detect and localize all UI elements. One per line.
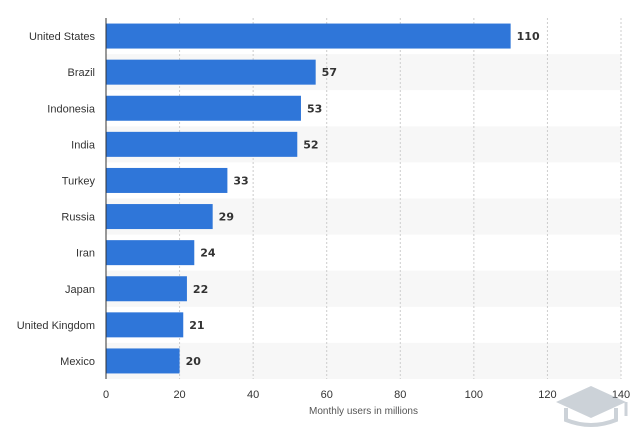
data-label: 57 xyxy=(322,66,337,79)
category-label: Turkey xyxy=(62,175,96,187)
bar xyxy=(106,167,228,193)
category-label: United States xyxy=(29,31,96,43)
data-label: 24 xyxy=(200,247,216,260)
data-label: 110 xyxy=(517,30,540,43)
x-axis-title: Monthly users in millions xyxy=(309,406,418,417)
x-tick-label: 40 xyxy=(247,389,259,401)
category-label: Mexico xyxy=(60,356,95,368)
row-background-layer xyxy=(106,54,621,379)
data-label: 29 xyxy=(219,211,234,224)
bar xyxy=(106,276,187,302)
data-label: 21 xyxy=(189,319,204,332)
bar xyxy=(106,240,195,266)
category-label: Iran xyxy=(76,248,95,260)
x-tick-label: 60 xyxy=(321,389,333,401)
bars-layer xyxy=(106,23,511,374)
row-band xyxy=(106,270,621,307)
category-label: Russia xyxy=(61,212,96,224)
x-tick-label: 100 xyxy=(465,389,483,401)
data-label: 53 xyxy=(307,102,322,115)
category-label: United Kingdom xyxy=(17,320,95,332)
category-label: India xyxy=(71,139,96,151)
bar xyxy=(106,312,184,338)
category-label: Indonesia xyxy=(47,103,96,115)
category-labels-layer: United States Brazil Indonesia India Turkey R… xyxy=(17,31,96,368)
x-tick-label: 120 xyxy=(538,389,556,401)
category-label: Japan xyxy=(65,284,95,296)
bar xyxy=(106,348,180,374)
bar xyxy=(106,95,301,121)
bar xyxy=(106,204,213,230)
row-band xyxy=(106,342,621,379)
data-label: 20 xyxy=(186,355,202,368)
watermark-logo xyxy=(556,386,628,427)
bar xyxy=(106,59,316,85)
category-label: Brazil xyxy=(67,67,95,79)
data-label: 33 xyxy=(233,174,248,187)
x-tick-label: 80 xyxy=(394,389,406,401)
data-label: 52 xyxy=(303,138,318,151)
x-tick-label: 20 xyxy=(173,389,185,401)
x-tick-label: 0 xyxy=(103,389,109,401)
bar xyxy=(106,23,511,49)
bar xyxy=(106,131,298,157)
data-labels-layer: 110 57 53 52 33 29 24 22 21 20 xyxy=(186,30,540,368)
data-label: 22 xyxy=(193,283,208,296)
